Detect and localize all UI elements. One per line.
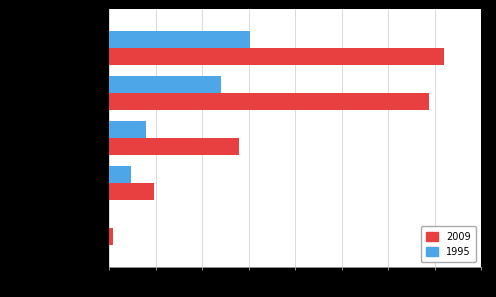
Bar: [109, 183, 154, 200]
Legend: 2009, 1995: 2009, 1995: [421, 226, 476, 263]
Bar: [109, 166, 131, 183]
Bar: [109, 138, 240, 155]
Bar: [109, 31, 250, 48]
Bar: [109, 48, 444, 65]
Bar: [109, 228, 113, 245]
Bar: [109, 76, 221, 93]
Bar: [109, 121, 146, 138]
Bar: [109, 93, 429, 110]
